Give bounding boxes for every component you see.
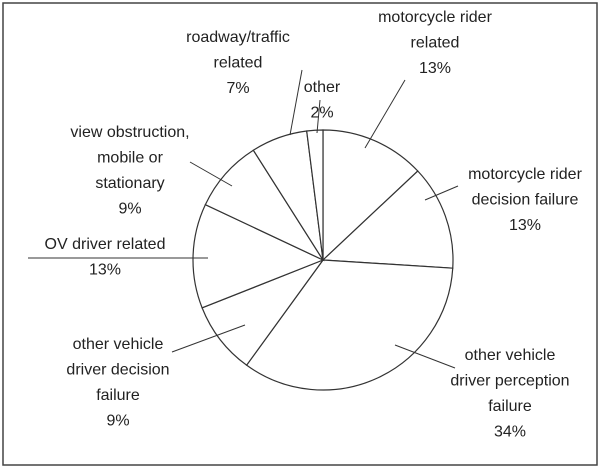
slice-label: failure bbox=[96, 387, 140, 404]
slice-label: mobile or bbox=[97, 150, 163, 167]
pie-slice bbox=[322, 129, 419, 262]
slice-value-label: 9% bbox=[106, 413, 129, 430]
slice-label: other vehicle bbox=[465, 347, 556, 364]
slice-value-label: 34% bbox=[494, 424, 526, 441]
slice-label: stationary bbox=[95, 175, 164, 192]
pie-slice bbox=[192, 203, 325, 309]
slice-value-label: 13% bbox=[89, 262, 121, 279]
slice-label: related bbox=[214, 55, 263, 72]
leader-line bbox=[364, 79, 406, 149]
slice-label: decision failure bbox=[472, 192, 579, 209]
slice-value-label: 13% bbox=[419, 60, 451, 77]
slice-label: other vehicle bbox=[73, 336, 164, 353]
slice-label: roadway/traffic bbox=[186, 29, 290, 46]
slice-label: other bbox=[304, 79, 341, 96]
slice-label: failure bbox=[488, 398, 532, 415]
slice-label: OV driver related bbox=[45, 236, 166, 253]
leader-line bbox=[394, 344, 456, 369]
slice-label: motorcycle rider bbox=[468, 166, 582, 183]
slice-label: related bbox=[411, 35, 460, 52]
slice-label: motorcycle rider bbox=[378, 9, 492, 26]
leader-line bbox=[189, 161, 233, 187]
slice-label: driver perception bbox=[450, 373, 569, 390]
leader-line bbox=[289, 69, 303, 136]
leader-line bbox=[316, 99, 321, 134]
slice-label: driver decision bbox=[66, 362, 169, 379]
slice-value-label: 2% bbox=[310, 105, 333, 122]
slice-label: view obstruction, bbox=[70, 124, 189, 141]
pie-slice bbox=[245, 259, 454, 391]
pie-slice bbox=[306, 129, 324, 261]
slice-value-label: 7% bbox=[226, 80, 249, 97]
pie-slice bbox=[321, 170, 454, 269]
slice-value-label: 13% bbox=[509, 217, 541, 234]
leader-line bbox=[171, 324, 246, 353]
slice-value-label: 9% bbox=[118, 201, 141, 218]
leader-line bbox=[424, 185, 459, 201]
